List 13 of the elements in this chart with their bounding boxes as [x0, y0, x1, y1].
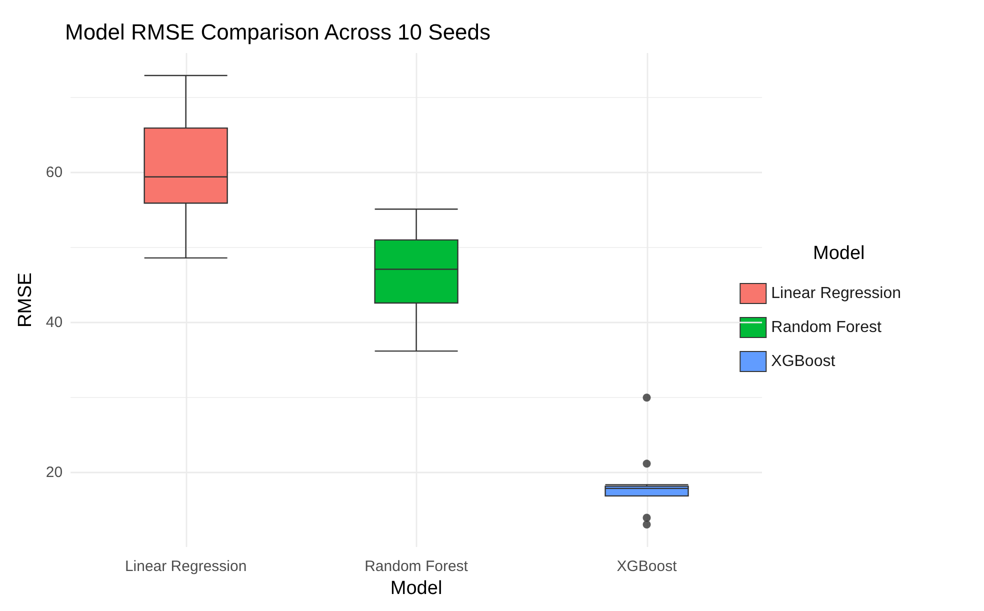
y-tick-label: 60 [46, 164, 63, 181]
chart-title: Model RMSE Comparison Across 10 Seeds [65, 20, 491, 44]
legend-label: XGBoost [771, 353, 836, 370]
legend-label: Linear Regression [771, 285, 902, 302]
x-tick-label: Random Forest [364, 558, 469, 575]
x-axis-title: Model [390, 578, 442, 599]
x-tick-label: Linear Regression [124, 558, 247, 575]
x-tick-label: XGBoost [616, 558, 678, 575]
y-tick-label: 20 [46, 464, 63, 482]
y-axis-title: RMSE [15, 272, 36, 328]
legend-title: Model [813, 243, 865, 264]
y-tick-label: 40 [46, 314, 63, 332]
legend-label: Random Forest [771, 319, 882, 336]
